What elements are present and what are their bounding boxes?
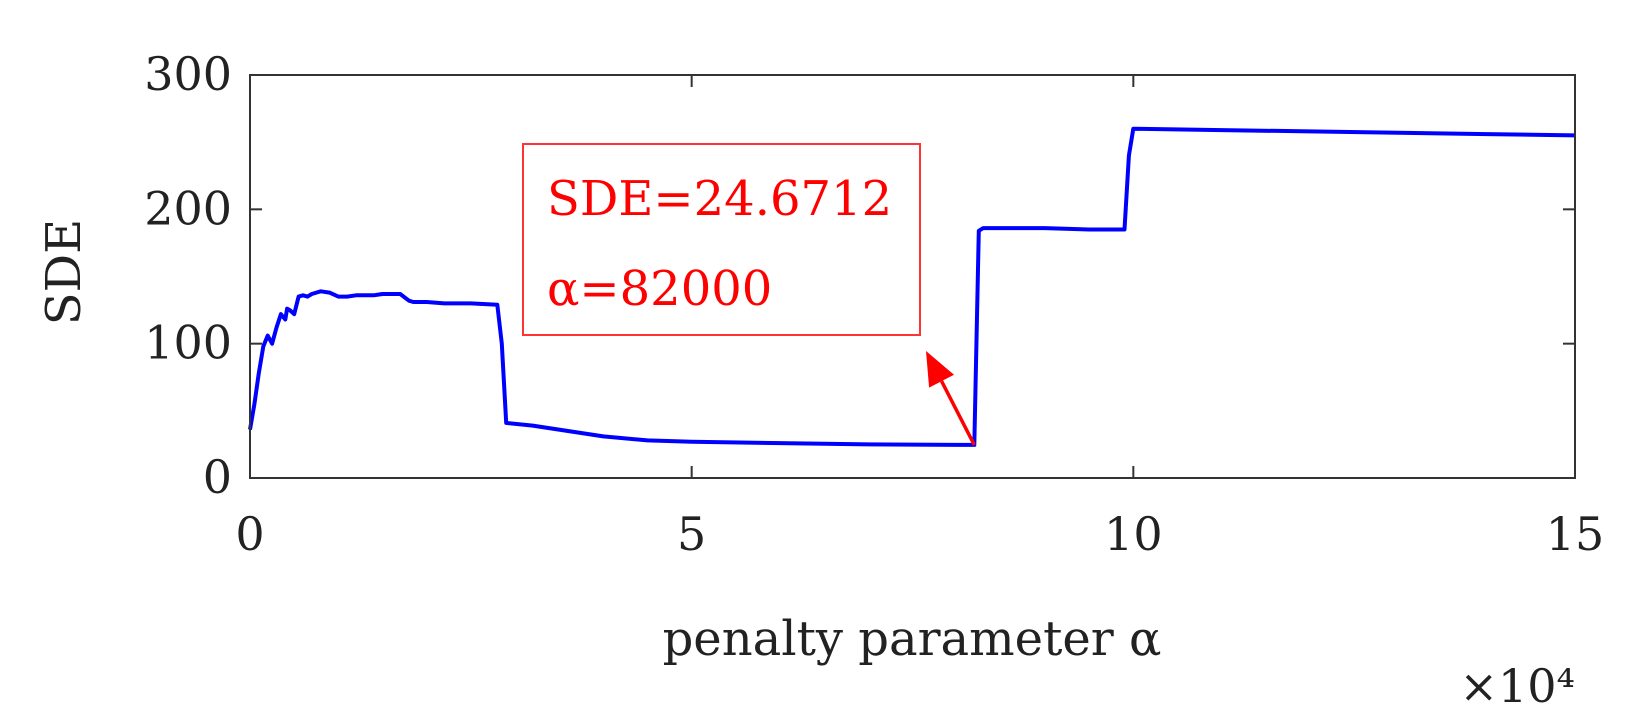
x-tick-label-15: 15	[1546, 507, 1605, 561]
y-tick-label-200: 200	[144, 181, 232, 235]
annotation: SDE=24.6712 α=82000	[522, 143, 976, 446]
y-axis-label: SDE	[36, 219, 92, 325]
x-axis-multiplier: ×10⁴	[1459, 659, 1575, 713]
annotation-line-sde: SDE=24.6712	[547, 171, 892, 227]
y-tick-label-0: 0	[203, 450, 232, 504]
x-axis-label: penalty parameter α	[663, 611, 1162, 667]
annotation-line-alpha: α=82000	[547, 261, 772, 317]
y-axis-ticks: 0 100 200 300	[144, 47, 1575, 504]
annotation-arrow	[940, 380, 976, 446]
x-tick-label-5: 5	[677, 507, 706, 561]
y-tick-label-300: 300	[144, 47, 232, 101]
y-tick-label-100: 100	[144, 316, 232, 370]
annotation-box	[522, 143, 921, 336]
x-axis-ticks: 0 5 10 15	[235, 75, 1604, 561]
plot-frame	[249, 74, 1576, 479]
series-line	[248, 126, 1576, 447]
x-tick-label-0: 0	[235, 507, 264, 561]
x-tick-label-10: 10	[1104, 507, 1163, 561]
annotation-arrowhead	[926, 351, 954, 388]
